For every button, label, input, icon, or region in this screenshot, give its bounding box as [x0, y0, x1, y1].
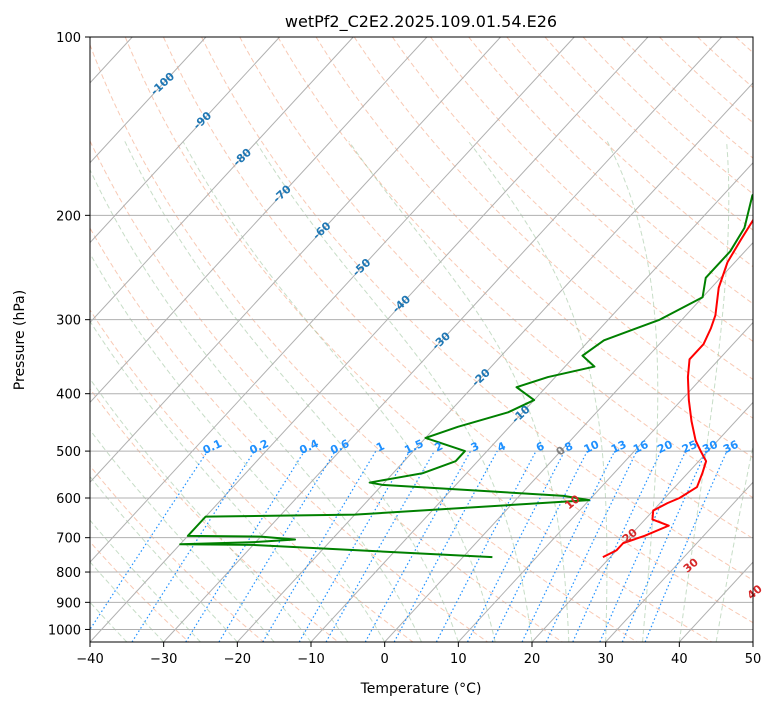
mixing-ratio-line — [90, 450, 209, 631]
x-axis-title: Temperature (°C) — [360, 681, 482, 697]
y-tick-label: 100 — [56, 31, 81, 46]
x-tick-label: 20 — [524, 652, 541, 667]
x-tick-label: 40 — [671, 652, 688, 667]
isotherm-line — [310, 161, 753, 642]
y-tick-label: 600 — [56, 492, 81, 507]
isotherm-line — [90, 37, 428, 404]
mixing-ratio-label: 20 — [655, 438, 675, 456]
y-axis-title: Pressure (hPa) — [12, 290, 28, 390]
isotherm-line — [531, 401, 753, 642]
y-tick-label: 900 — [56, 596, 81, 611]
mixing-ratio-line — [599, 450, 687, 642]
dry-adiabats — [90, 37, 753, 642]
isotherm-line — [90, 37, 354, 324]
mixing-ratio-label: 16 — [631, 438, 651, 456]
x-tick-label: 0 — [381, 652, 389, 667]
mixing-ratio-label: 30 — [700, 438, 720, 456]
y-tick-label: 1000 — [48, 623, 81, 638]
y-tick-label: 800 — [56, 566, 81, 581]
dry-adiabat-line — [582, 37, 753, 195]
isotherm-line — [457, 321, 753, 642]
x-tick-label: −40 — [76, 652, 103, 667]
mixing-ratio-line — [393, 450, 498, 642]
plot-area — [90, 37, 753, 642]
isotherm-line — [90, 37, 649, 642]
dry-adiabat-line — [162, 37, 753, 624]
x-axis-ticks: −40 −30 −20 −10 0 10 20 30 40 50 — [76, 642, 761, 667]
dry-adiabat-line — [620, 37, 753, 159]
y-tick-label: 300 — [56, 314, 81, 329]
dry-adiabat-line — [124, 37, 712, 642]
mixing-ratio-line — [491, 450, 588, 642]
dry-adiabat-line — [90, 139, 563, 642]
dry-adiabat-line — [353, 37, 753, 419]
mixing-ratio-label: 10 — [582, 438, 602, 456]
mixing-ratio-label: 25 — [680, 438, 699, 456]
y-tick-label: 700 — [56, 532, 81, 547]
dry-adiabat-line — [90, 227, 488, 642]
x-tick-label: −20 — [224, 652, 251, 667]
dry-adiabat-line — [90, 43, 638, 642]
mixing-ratio-line — [364, 450, 472, 642]
dry-adiabat-line — [506, 37, 753, 268]
isotherm-line — [90, 37, 575, 563]
mixing-ratio-label: 36 — [721, 438, 741, 456]
isotherm-line — [90, 37, 280, 244]
plot-frame — [89, 36, 754, 643]
dry-adiabat-line — [277, 37, 753, 499]
isotherm-line — [605, 481, 753, 642]
mixing-ratio-line — [325, 450, 435, 642]
x-tick-label: −10 — [297, 652, 324, 667]
y-tick-label: 400 — [56, 388, 81, 403]
dry-adiabat-line — [201, 37, 753, 581]
isotherm-line — [384, 241, 753, 642]
x-tick-label: 50 — [745, 652, 762, 667]
mixing-ratio-label: 13 — [609, 438, 628, 456]
dewpoint-profile-line — [179, 193, 753, 559]
y-tick-label: 200 — [56, 209, 81, 224]
mixing-ratio-line — [218, 450, 336, 642]
chart-title: wetPf2_C2E2.2025.109.01.54.E26 — [285, 12, 557, 32]
mixing-ratio-line — [131, 450, 255, 642]
x-tick-label: 10 — [450, 652, 467, 667]
profile-series — [179, 193, 753, 559]
isotherm-line — [90, 37, 207, 164]
y-axis-ticks: 100 200 300 400 500 600 700 800 900 1000 — [48, 31, 90, 638]
dry-adiabat-line — [544, 37, 753, 231]
dry-adiabat-line — [391, 37, 753, 381]
x-tick-label: −30 — [150, 652, 177, 667]
isotherm-line — [236, 82, 753, 642]
x-tick-label: 30 — [597, 652, 614, 667]
y-tick-label: 500 — [56, 445, 81, 460]
dry-adiabat-line — [430, 37, 753, 342]
mixing-ratio-line — [644, 450, 728, 642]
temperature-profile-line — [602, 218, 753, 559]
dry-adiabat-line — [90, 465, 264, 642]
isotherm-line — [90, 37, 501, 483]
